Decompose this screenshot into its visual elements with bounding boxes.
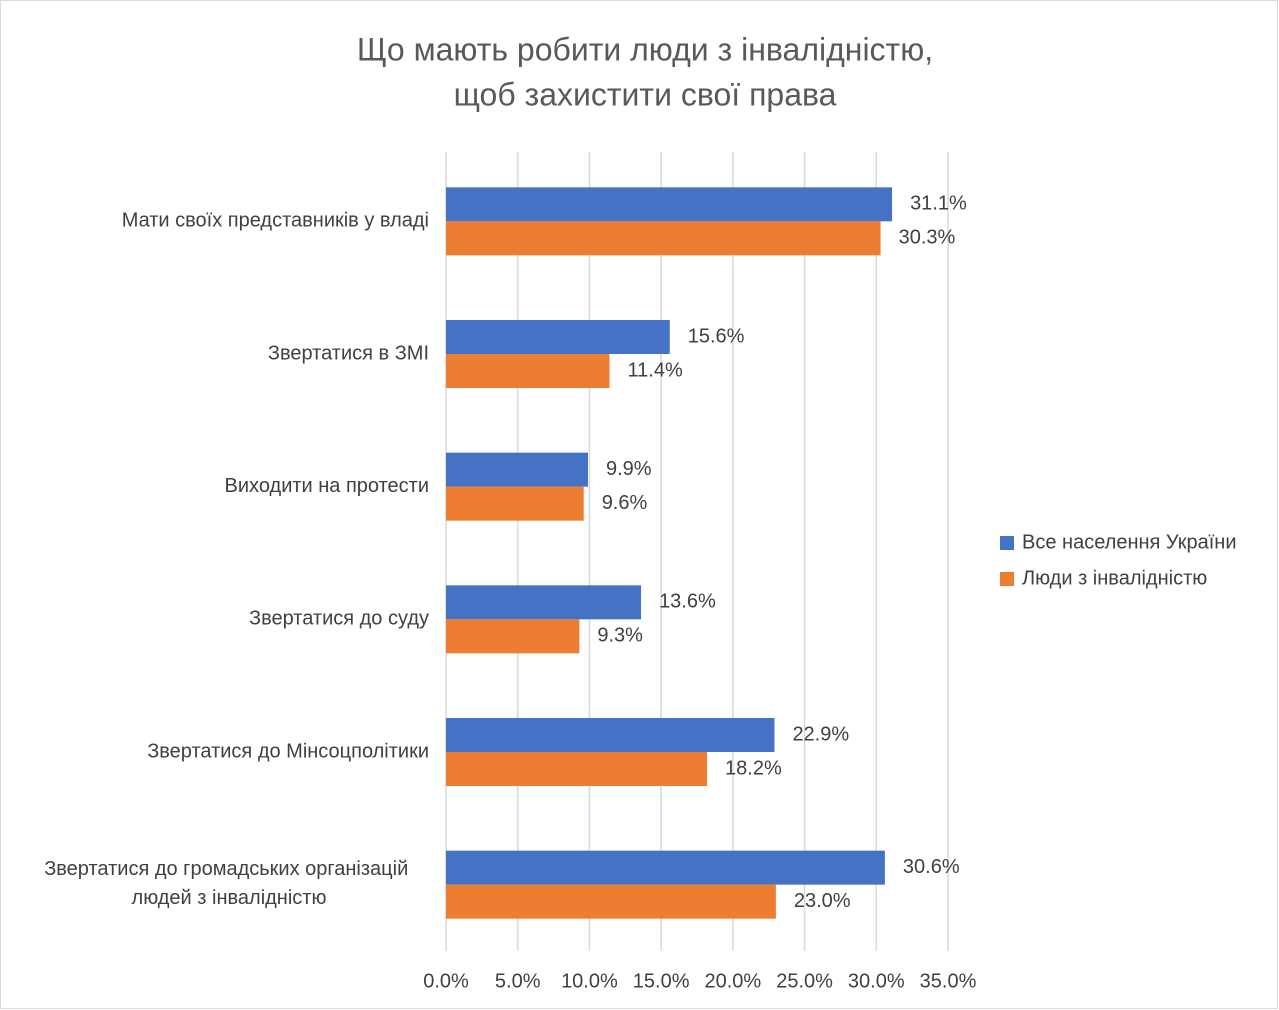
- y-tick-label: Звертатися в ЗМІ: [268, 342, 429, 364]
- data-label: 11.4%: [628, 359, 683, 381]
- data-label: 30.3%: [899, 227, 956, 249]
- y-tick-label: Звертатися до суду: [249, 608, 429, 630]
- legend-swatch: [1000, 536, 1014, 550]
- bar: [446, 884, 776, 919]
- x-tick-label: 0.0%: [423, 970, 469, 992]
- data-label: 9.9%: [606, 458, 652, 480]
- y-tick-label: Мати своїх представників у владі: [122, 210, 429, 232]
- x-tick-label: 10.0%: [561, 970, 618, 992]
- data-label: 31.1%: [910, 193, 967, 215]
- legend-label: Люди з інвалідністю: [1022, 567, 1207, 589]
- legend-swatch: [1000, 572, 1014, 586]
- bar: [446, 850, 885, 885]
- data-label: 13.6%: [659, 591, 716, 613]
- data-label: 18.2%: [725, 757, 782, 779]
- x-tick-label: 15.0%: [633, 970, 690, 992]
- x-tick-label: 35.0%: [920, 970, 977, 992]
- bar: [446, 585, 642, 620]
- data-label: 9.3%: [597, 625, 643, 647]
- x-tick-label: 20.0%: [704, 970, 761, 992]
- data-label: 9.6%: [602, 492, 648, 514]
- bar: [446, 320, 670, 354]
- y-tick-label: Звертатися до громадських організацій лю…: [44, 858, 414, 909]
- legend-label: Все населення України: [1022, 531, 1237, 553]
- chart-title: Що мають робити люди з інвалідністю,: [357, 31, 933, 67]
- x-tick-label: 25.0%: [776, 970, 833, 992]
- bar: [446, 718, 775, 752]
- data-label: 22.9%: [792, 723, 849, 745]
- bar: [446, 752, 708, 786]
- bar: [446, 354, 610, 388]
- bar: [446, 452, 588, 487]
- x-tick-label: 5.0%: [495, 970, 541, 992]
- bar: [446, 187, 893, 222]
- y-tick-label: Виходити на протести: [225, 475, 429, 497]
- bar: [446, 486, 584, 521]
- data-label: 23.0%: [794, 890, 851, 912]
- bar: [446, 619, 580, 654]
- data-label: 15.6%: [688, 325, 745, 347]
- y-tick-label: Звертатися до Мінсоцполітики: [147, 740, 429, 762]
- x-tick-label: 30.0%: [848, 970, 905, 992]
- chart-title: щоб захистити свої права: [454, 76, 837, 112]
- data-label: 30.6%: [903, 856, 960, 878]
- bar: [446, 221, 881, 256]
